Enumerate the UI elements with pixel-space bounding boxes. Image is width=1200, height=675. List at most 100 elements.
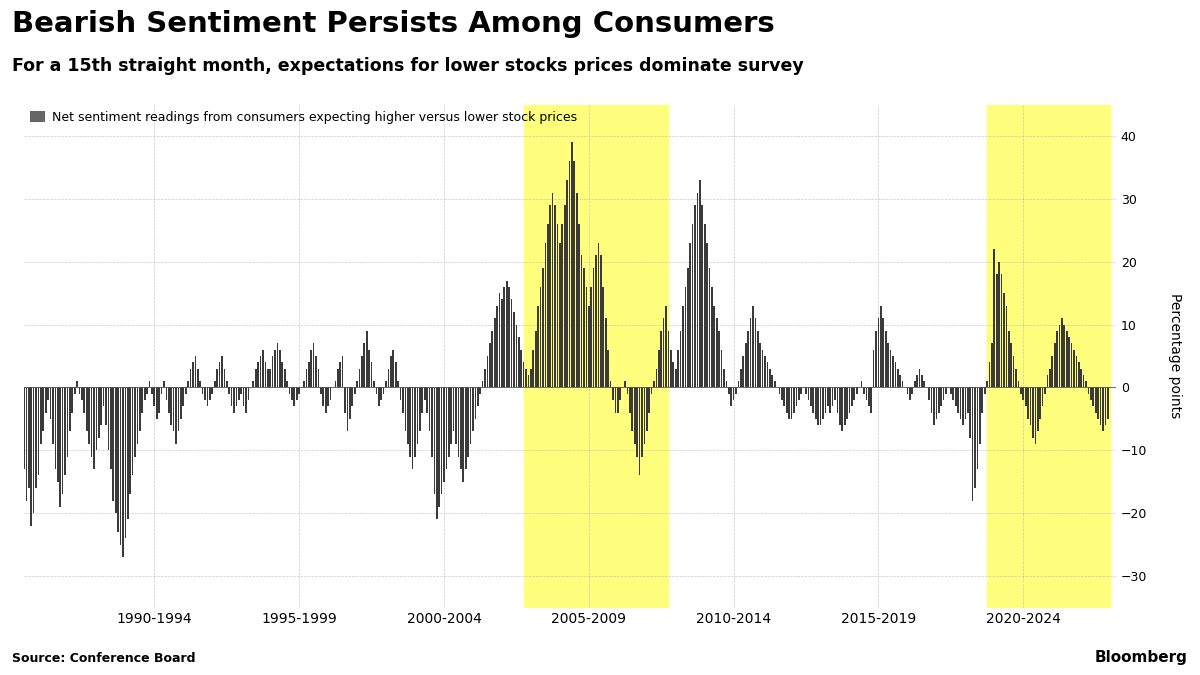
Bar xyxy=(636,387,638,456)
Bar xyxy=(542,268,544,387)
Bar xyxy=(950,387,952,394)
Bar xyxy=(238,387,240,400)
Bar xyxy=(745,344,746,387)
Bar xyxy=(371,362,372,387)
Bar xyxy=(643,387,646,444)
Bar xyxy=(380,387,382,400)
Bar xyxy=(61,387,64,494)
Bar xyxy=(700,180,701,387)
Bar xyxy=(863,387,865,394)
Bar xyxy=(1003,293,1004,387)
Bar xyxy=(440,387,443,494)
Bar xyxy=(810,387,811,406)
Legend: Net sentiment readings from consumers expecting higher versus lower stock prices: Net sentiment readings from consumers ex… xyxy=(30,111,577,124)
Bar xyxy=(1037,387,1039,431)
Bar xyxy=(989,362,990,387)
Text: Source: Conference Board: Source: Conference Board xyxy=(12,652,196,665)
Y-axis label: Percentage points: Percentage points xyxy=(1168,294,1182,418)
Bar xyxy=(190,369,191,387)
Bar xyxy=(84,387,85,412)
Bar xyxy=(970,387,971,438)
Bar xyxy=(564,205,565,387)
Bar xyxy=(11,300,13,387)
Bar xyxy=(299,387,300,394)
Bar xyxy=(576,192,577,387)
Bar xyxy=(998,262,1000,387)
Bar xyxy=(779,387,780,394)
Bar xyxy=(409,387,412,456)
Bar xyxy=(650,387,653,394)
Bar xyxy=(694,205,696,387)
Bar xyxy=(368,350,370,387)
Bar xyxy=(82,387,83,400)
Bar xyxy=(1046,375,1049,387)
Bar xyxy=(199,381,202,387)
Bar xyxy=(815,387,816,419)
Bar xyxy=(421,387,424,412)
Bar xyxy=(1042,387,1044,406)
Text: Bloomberg: Bloomberg xyxy=(1096,650,1188,665)
Bar xyxy=(287,381,288,387)
Bar xyxy=(598,243,599,387)
Bar xyxy=(788,387,790,419)
Bar xyxy=(574,161,575,387)
Bar xyxy=(462,387,464,482)
Bar xyxy=(712,287,713,387)
Bar xyxy=(228,387,230,394)
Bar xyxy=(984,387,985,394)
Bar xyxy=(226,381,228,387)
Bar xyxy=(934,387,935,425)
Bar xyxy=(330,387,331,400)
Bar xyxy=(96,387,97,450)
Bar xyxy=(829,387,832,412)
Bar xyxy=(521,350,522,387)
Bar xyxy=(724,369,725,387)
Bar xyxy=(428,387,431,431)
Bar xyxy=(464,387,467,469)
Bar xyxy=(292,387,293,400)
Bar xyxy=(781,387,782,400)
Bar xyxy=(889,350,892,387)
Bar xyxy=(578,224,580,387)
Bar xyxy=(877,319,880,387)
Bar xyxy=(619,387,622,400)
Bar xyxy=(166,387,167,400)
Bar xyxy=(884,331,887,387)
Bar xyxy=(738,381,739,387)
Bar xyxy=(1008,331,1009,387)
Bar xyxy=(554,205,556,387)
Bar xyxy=(665,306,667,387)
Bar xyxy=(581,255,582,387)
Text: Bearish Sentiment Persists Among Consumers: Bearish Sentiment Persists Among Consume… xyxy=(12,10,775,38)
Bar xyxy=(1013,356,1014,387)
Bar xyxy=(822,387,824,419)
Bar xyxy=(1075,356,1078,387)
Bar xyxy=(259,356,262,387)
Bar xyxy=(988,105,1110,608)
Bar xyxy=(533,350,534,387)
Bar xyxy=(728,387,730,394)
Bar xyxy=(938,387,940,412)
Bar xyxy=(526,369,527,387)
Bar xyxy=(223,369,226,387)
Bar xyxy=(748,331,749,387)
Bar xyxy=(836,387,839,412)
Bar xyxy=(638,387,641,475)
Bar xyxy=(704,224,706,387)
Bar xyxy=(1018,381,1019,387)
Bar xyxy=(476,387,479,406)
Bar xyxy=(709,268,710,387)
Bar xyxy=(610,381,611,387)
Bar xyxy=(89,387,90,444)
Bar xyxy=(892,356,894,387)
Bar xyxy=(1099,387,1102,425)
Bar xyxy=(617,387,619,412)
Bar xyxy=(252,381,254,387)
Bar xyxy=(414,387,416,456)
Bar xyxy=(395,362,396,387)
Bar xyxy=(1049,369,1051,387)
Bar xyxy=(424,387,426,400)
Bar xyxy=(870,387,872,412)
Bar xyxy=(1068,338,1070,387)
Bar xyxy=(743,356,744,387)
